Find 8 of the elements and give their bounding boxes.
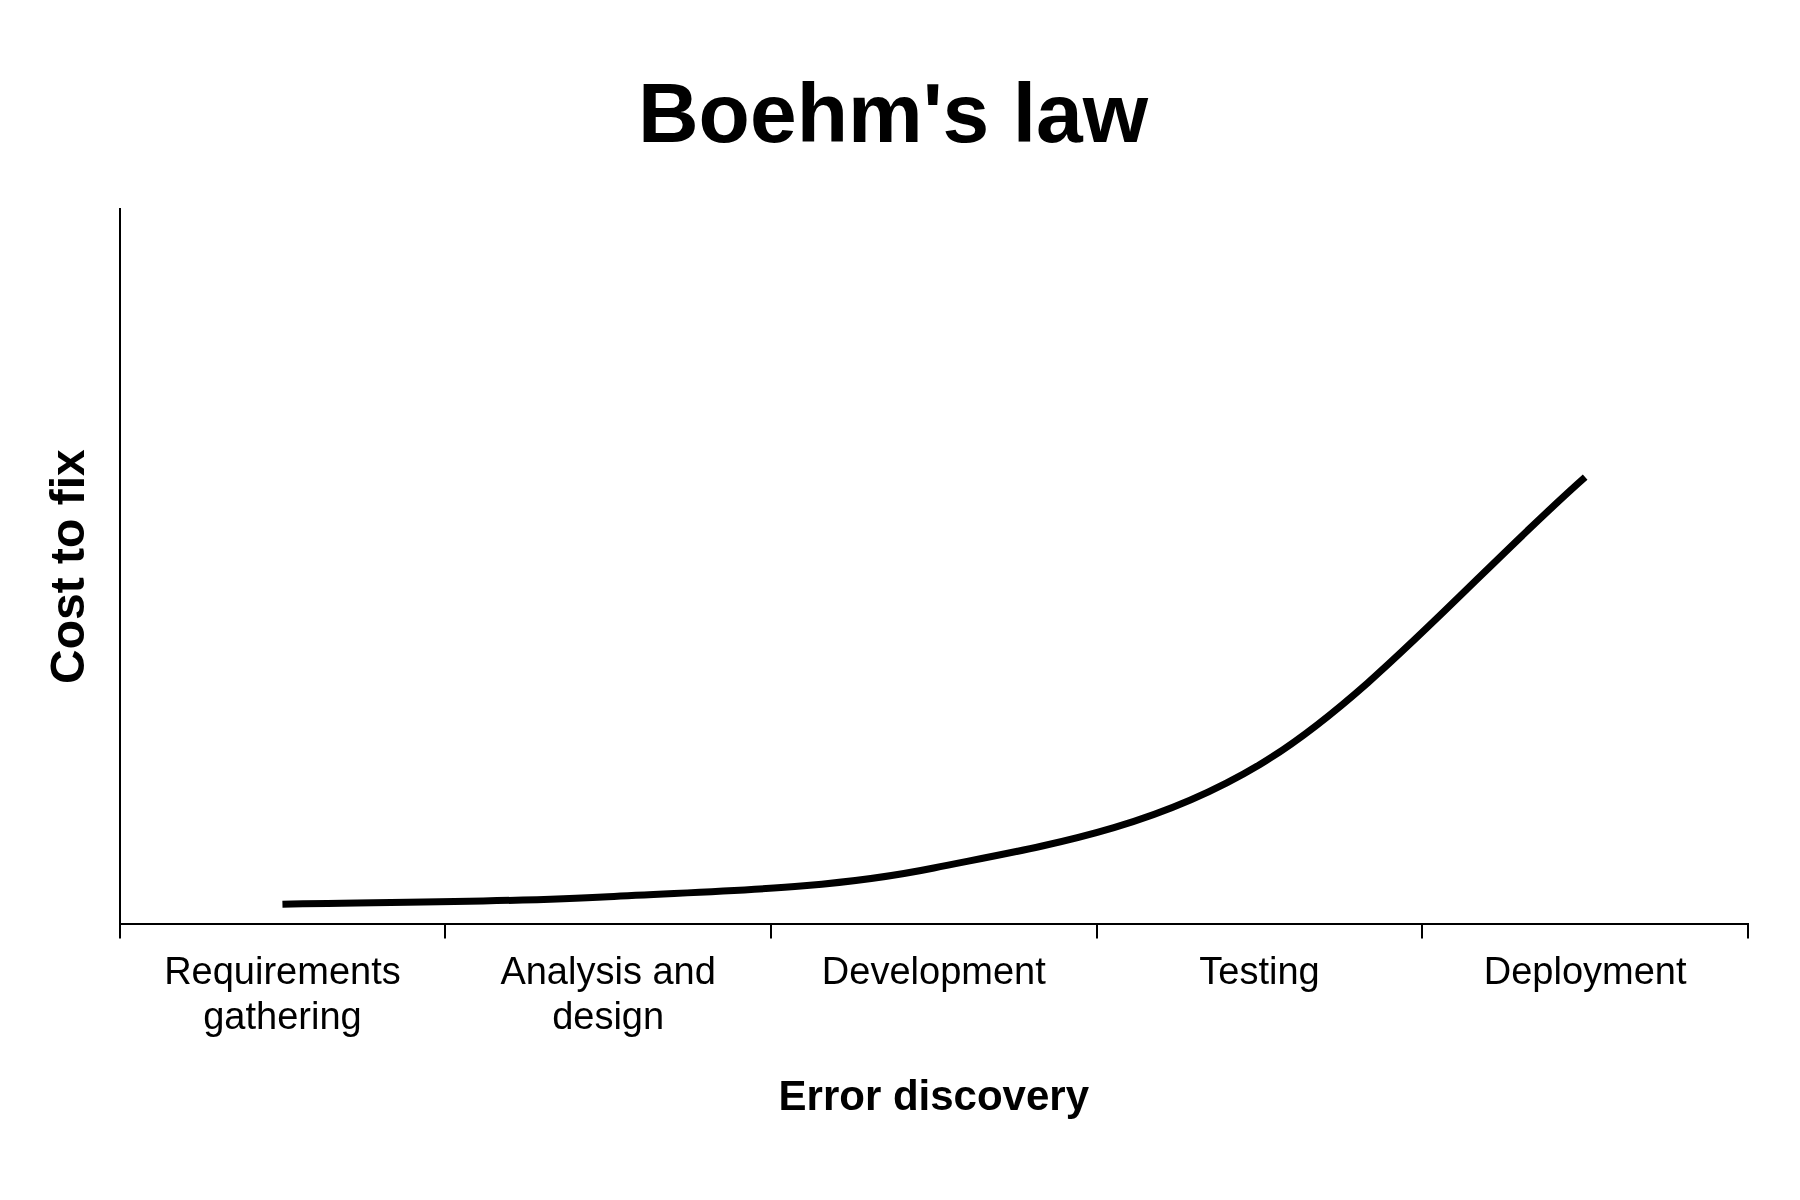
y-axis-title: Cost to fix: [41, 448, 95, 684]
x-tick-label: Deployment: [1483, 949, 1687, 992]
x-axis-title: Error discovery: [778, 1072, 1090, 1120]
chart-title: Boehm's law: [637, 65, 1149, 160]
x-tick-label: Testing: [1199, 949, 1320, 992]
x-tick-label: Requirements gathering: [164, 949, 401, 1038]
x-tick-label: Development: [821, 949, 1047, 992]
x-tick-label: Analysis and design: [500, 949, 716, 1038]
